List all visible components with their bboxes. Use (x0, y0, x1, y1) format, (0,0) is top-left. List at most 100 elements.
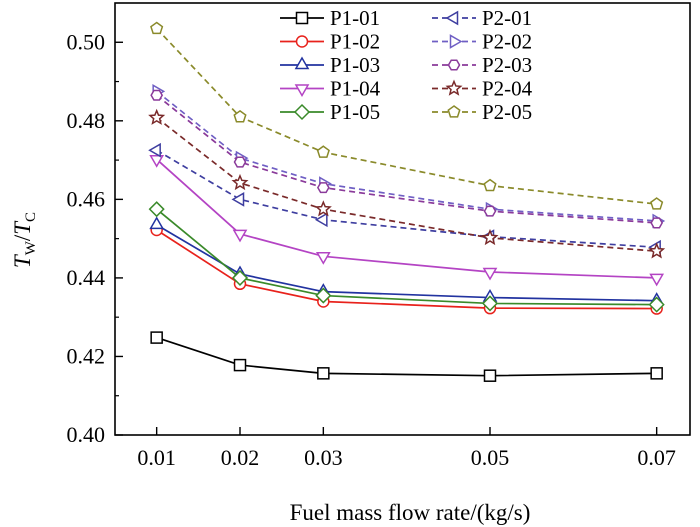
legend-label: P2-03 (482, 53, 532, 77)
legend-marker (449, 34, 463, 49)
series-P1-02 (150, 223, 663, 315)
legend-label: P1-03 (330, 53, 380, 77)
x-tick-label: 0.03 (304, 445, 343, 470)
legend-label: P1-01 (330, 6, 380, 30)
series-line-P1-03 (156, 224, 657, 302)
series-line-P1-05 (156, 208, 657, 306)
data-point-P2-03 (233, 156, 247, 168)
y-tick-label: 0.44 (67, 265, 106, 290)
data-point-P2-03 (483, 205, 497, 217)
data-point-P2-05 (150, 21, 164, 35)
y-tick-label: 0.46 (67, 186, 106, 211)
legend-item-P1-01: P1-01 (280, 6, 380, 30)
y-tick-label: 0.50 (67, 29, 106, 54)
data-point-P1-04 (649, 273, 665, 287)
data-point-P1-01 (650, 367, 663, 380)
y-axis-label-sub1: W (23, 240, 39, 255)
series-P1-04 (149, 155, 665, 287)
data-point-P1-04 (149, 155, 165, 168)
data-point-P1-01 (317, 367, 330, 380)
data-point-P1-04 (232, 229, 248, 243)
data-point-P1-05 (648, 296, 665, 313)
data-point-P1-05 (481, 295, 499, 312)
data-point-P2-05 (233, 109, 247, 123)
y-tick-label: 0.48 (67, 108, 106, 133)
legend-marker (295, 11, 309, 25)
data-point-P1-03 (149, 216, 165, 230)
series-line-P2-05 (156, 27, 657, 205)
legend-item-P2-01: P2-01 (432, 6, 532, 30)
x-tick-label: 0.02 (221, 445, 260, 470)
legend-label: P2-02 (482, 30, 532, 54)
legend-label: P2-04 (482, 77, 533, 101)
legend-item-P2-02: P2-02 (432, 30, 532, 54)
legend-label: P1-04 (330, 77, 381, 101)
series-P1-01 (150, 331, 663, 382)
legend-item-P1-03: P1-03 (280, 53, 380, 77)
data-point-P2-03 (316, 182, 330, 194)
legend-marker (447, 105, 461, 118)
data-point-P2-05 (650, 197, 664, 210)
data-point-P1-05 (148, 201, 165, 218)
legend-label: P2-01 (482, 6, 532, 30)
legend-item-P2-04: P2-04 (432, 77, 533, 101)
legend-marker (447, 59, 461, 71)
legend-item-P1-02: P1-02 (280, 30, 380, 54)
data-point-P2-03 (650, 217, 664, 229)
series-line-P2-01 (156, 149, 657, 249)
legend-marker (294, 56, 310, 70)
data-point-P2-04 (231, 173, 249, 191)
legend-marker (295, 35, 309, 48)
data-point-P1-04 (482, 267, 498, 281)
series-P1-05 (148, 201, 665, 313)
legend-label: P1-02 (330, 30, 380, 54)
legend-item-P2-05: P2-05 (432, 100, 532, 124)
legend-marker (445, 10, 459, 26)
series-P2-03 (150, 89, 664, 229)
series-P2-01 (148, 142, 661, 255)
y-axis-label: TW/TC (10, 212, 39, 268)
data-point-P2-04 (314, 200, 332, 217)
y-tick-label: 0.42 (67, 343, 106, 368)
plot-frame (114, 2, 691, 436)
data-point-P1-05 (315, 287, 332, 304)
y-axis-label-sub2: C (23, 212, 39, 222)
legend-label: P1-05 (330, 100, 380, 124)
data-point-P2-04 (481, 228, 499, 246)
legend-label: P2-05 (482, 100, 532, 124)
data-point-P2-01 (314, 212, 328, 228)
y-axis-label-main1: T (10, 253, 35, 268)
y-axis-label-main2: T (10, 220, 35, 235)
series-line-P2-03 (156, 94, 657, 224)
legend-item-P1-04: P1-04 (280, 77, 381, 101)
data-point-P1-04 (315, 252, 331, 265)
data-point-P2-04 (648, 242, 666, 259)
data-point-P2-05 (316, 145, 330, 158)
legend-item-P2-03: P2-03 (432, 53, 532, 77)
data-point-P2-04 (148, 108, 166, 125)
data-point-P2-03 (150, 89, 164, 101)
x-tick-label: 0.07 (637, 445, 676, 470)
x-axis-label: Fuel mass flow rate/(kg/s) (290, 500, 531, 525)
legend-marker (445, 79, 463, 96)
series-line-P2-04 (156, 117, 657, 253)
data-point-P1-01 (233, 358, 247, 372)
legend-marker (293, 103, 311, 121)
y-tick-label: 0.40 (67, 422, 106, 447)
legend-marker (294, 84, 310, 98)
x-tick-label: 0.01 (137, 445, 176, 470)
data-point-P1-01 (483, 369, 497, 382)
data-point-P2-01 (231, 192, 245, 207)
series-P1-03 (149, 216, 665, 305)
data-point-P2-01 (148, 142, 161, 158)
series-P2-05 (150, 21, 664, 210)
y-axis-label-slash: / (10, 234, 35, 241)
series-P2-02 (152, 84, 666, 229)
data-point-P1-05 (231, 269, 249, 286)
data-point-P2-05 (483, 178, 497, 192)
series-line-P2-02 (156, 90, 657, 222)
series-line-P1-01 (156, 336, 657, 377)
x-tick-label: 0.05 (471, 445, 510, 470)
